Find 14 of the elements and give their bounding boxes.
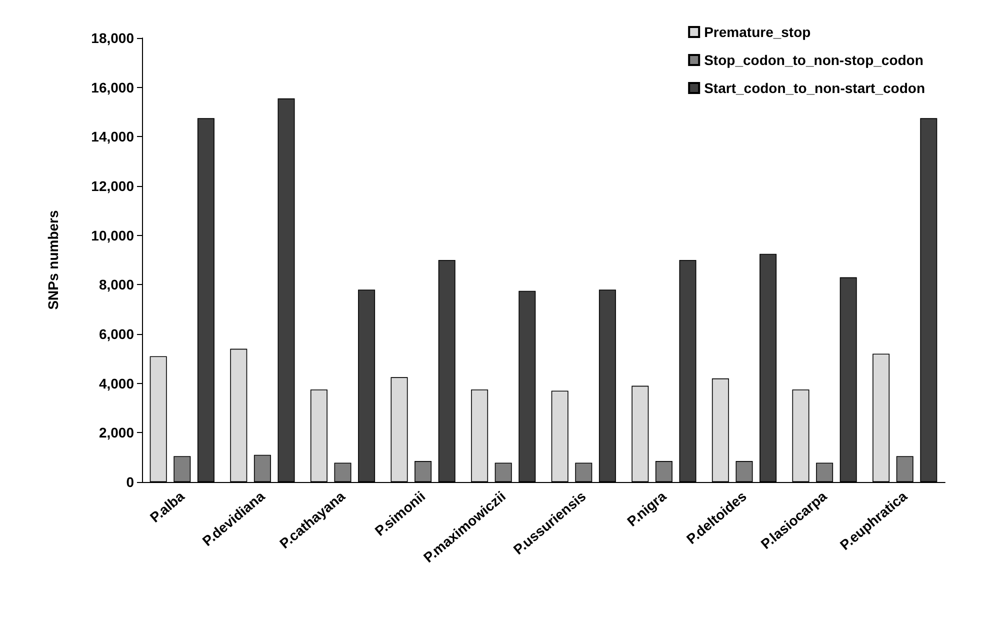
legend-label: Start_codon_to_non-start_codon — [704, 80, 926, 96]
legend-label: Stop_codon_to_non-stop_codon — [704, 52, 924, 68]
y-tick-label: 8,000 — [98, 276, 134, 293]
y-tick-label: 12,000 — [91, 178, 134, 194]
y-tick-label: 18,000 — [91, 30, 134, 46]
y-tick-label: 2,000 — [98, 424, 134, 441]
y-tick-label: 4,000 — [98, 375, 134, 392]
legend-label: Premature_stop — [704, 24, 811, 40]
y-tick-label: 10,000 — [91, 227, 134, 244]
y-axis-title: SNPs numbers — [45, 210, 61, 310]
y-tick-label: 0 — [126, 474, 134, 490]
y-tick-label: 16,000 — [91, 79, 134, 96]
y-tick-label: 14,000 — [91, 128, 134, 145]
y-tick-label: 6,000 — [98, 326, 134, 342]
